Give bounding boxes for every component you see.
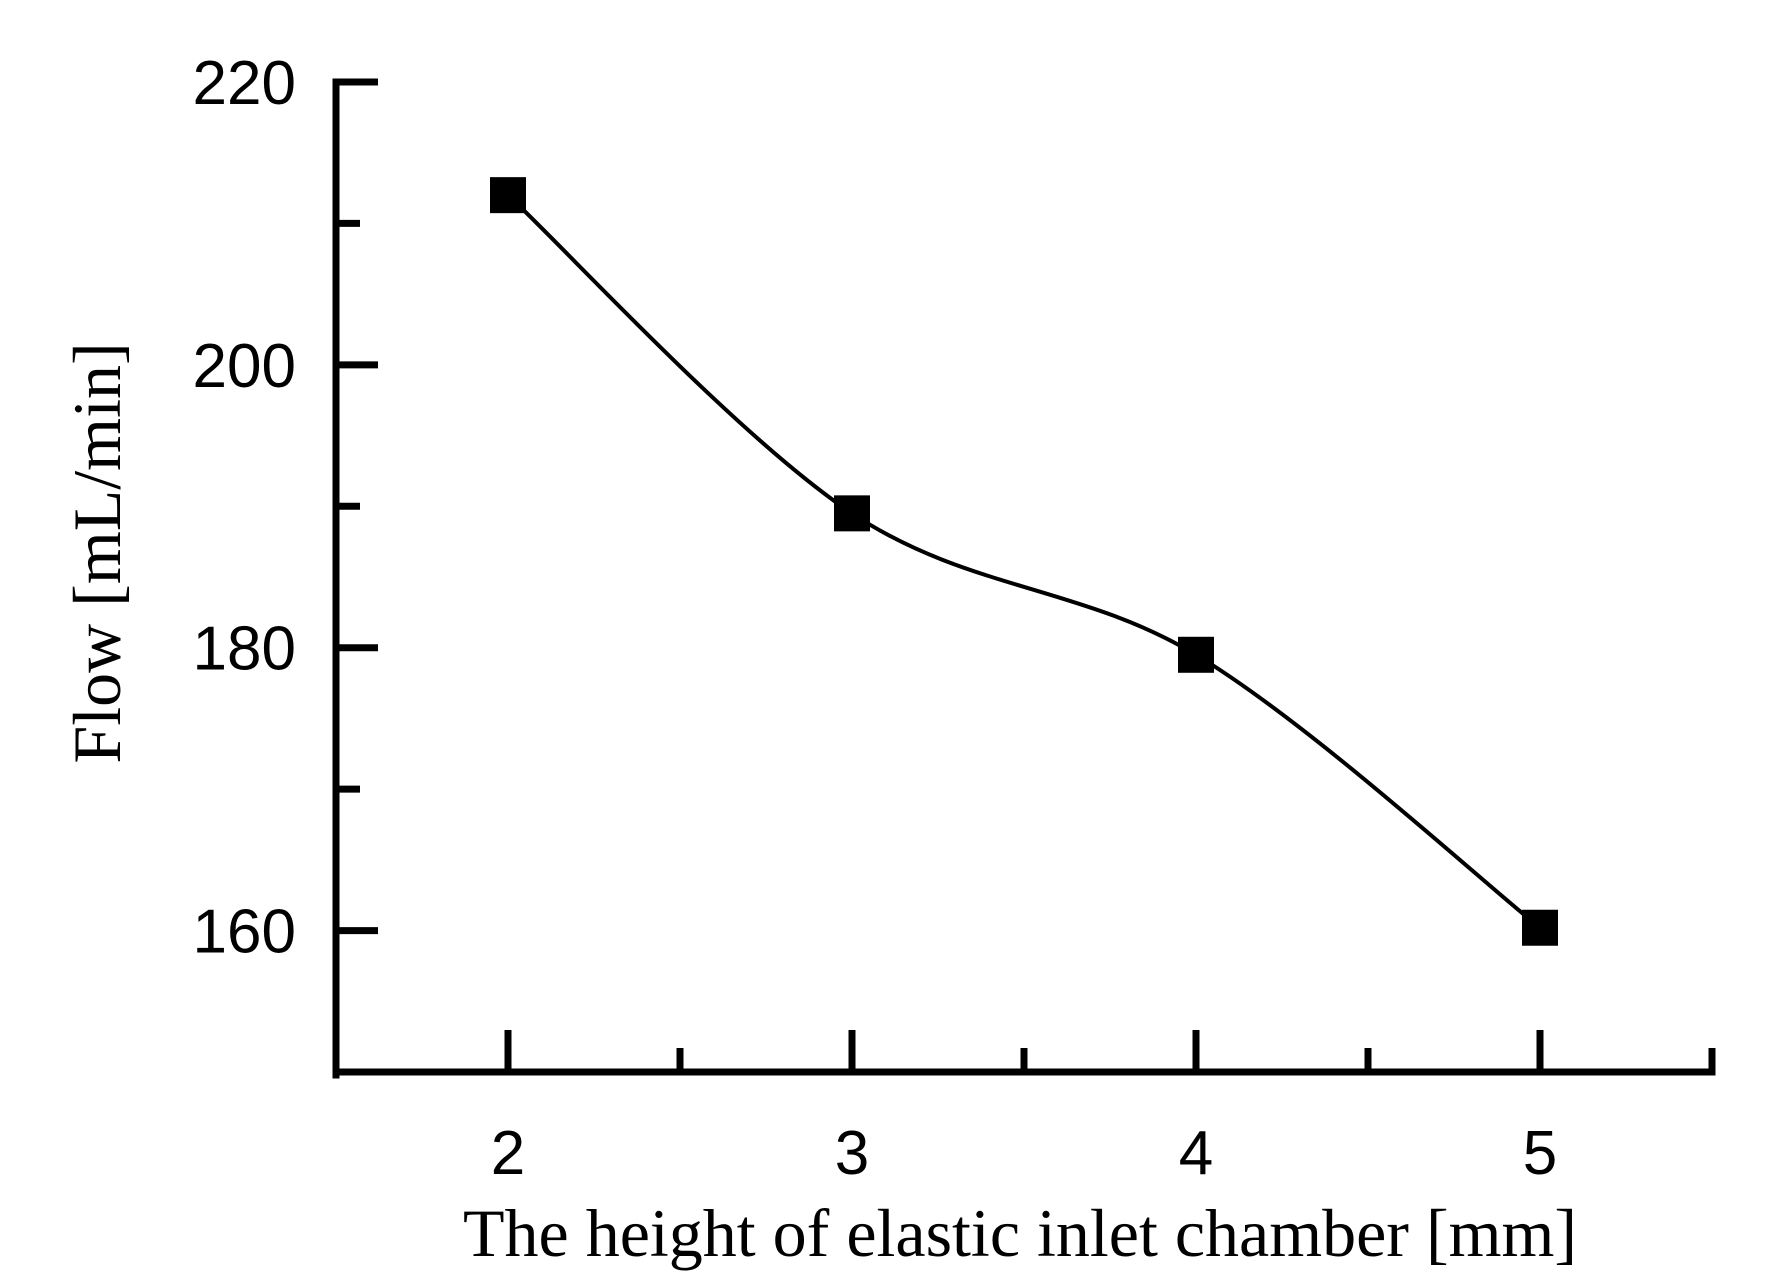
x-tick-label: 5 xyxy=(1523,1119,1557,1188)
y-tick-label: 160 xyxy=(193,898,296,967)
chart-series xyxy=(490,177,1558,946)
data-point-marker xyxy=(1522,909,1558,946)
chart-tick-labels: 160 180 200 220 2 3 4 5 xyxy=(193,49,1558,1188)
x-tick-label: 3 xyxy=(835,1119,869,1188)
y-tick-label: 200 xyxy=(193,332,296,401)
x-tick-label: 4 xyxy=(1179,1119,1213,1188)
x-axis-title: The height of elastic inlet chamber [mm] xyxy=(463,1195,1577,1271)
x-tick-label: 2 xyxy=(491,1119,525,1188)
y-tick-label: 220 xyxy=(193,49,296,118)
y-tick-label: 180 xyxy=(193,615,296,684)
series-line xyxy=(506,193,1542,930)
data-point-marker xyxy=(490,177,526,214)
y-axis-title: Flow [mL/min] xyxy=(59,342,135,763)
data-point-marker xyxy=(1178,636,1214,673)
chart-ticks xyxy=(336,78,1716,1072)
data-point-marker xyxy=(834,495,870,532)
